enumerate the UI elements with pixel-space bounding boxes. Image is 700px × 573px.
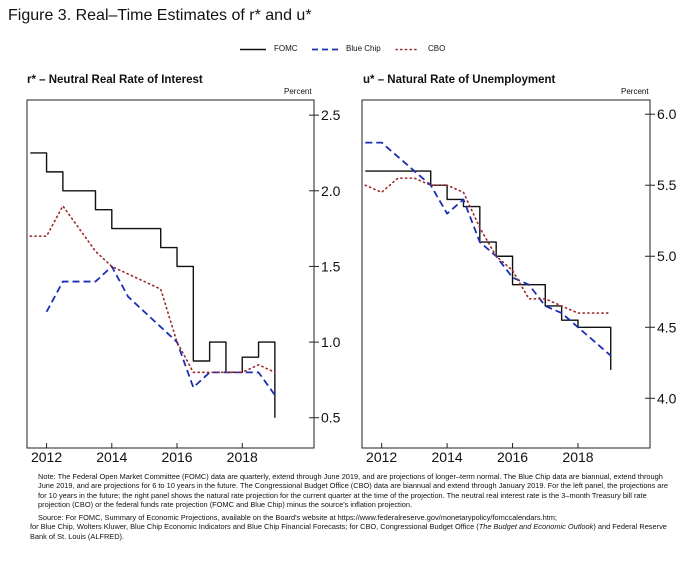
r-star-ytick-label: 2.5 [321,107,341,123]
left-panel-unit: Percent [284,87,312,96]
u-star-series-cbo [364,177,612,314]
legend-label-cbo: CBO [428,44,446,53]
legend: FOMC Blue Chip CBO [240,42,470,58]
u-star-xtick-label: 2014 [432,449,463,465]
figure-title: Figure 3. Real–Time Estimates of r* and … [8,7,312,24]
legend-swatch-fomc [240,48,266,51]
r-star-xtick-label: 2016 [161,449,192,465]
u-star-xtick-label: 2012 [366,449,397,465]
u-star-ytick-label: 5.0 [657,248,677,264]
r-star-series-fomc [30,152,276,418]
u-star-ytick-label: 5.5 [657,177,677,193]
r-star-xtick-label: 2018 [227,449,258,465]
left-panel-title: r* – Neutral Real Rate of Interest [27,74,203,86]
r-star-ytick-label: 1.0 [321,334,341,350]
legend-swatch-cbo [395,48,419,51]
source-text-1: Source: For FOMC, Summary of Economic Pr… [38,513,557,523]
source-line-1: Source: For FOMC, Summary of Economic Pr… [30,513,670,522]
u-star-xtick-label: 2016 [497,449,528,465]
r-star-plot-frame [26,99,315,449]
r-star-series-cbo [29,205,276,374]
legend-swatch-blue-chip [312,48,338,51]
r-star-ytick-label: 0.5 [321,410,341,426]
r-star-xtick-label: 2014 [96,449,127,465]
right-panel-unit: Percent [621,87,649,96]
u-star-ytick-label: 6.0 [657,106,677,122]
u-star-series-blue-chip [365,141,612,357]
notes-block: Note: The Federal Open Market Committee … [30,472,670,545]
u-star-series-fomc [365,170,612,370]
r-star-ytick-label: 2.0 [321,183,341,199]
source-line-2: for Blue Chip, Wolters Kluwer, Blue Chip… [30,522,670,541]
r-star-ytick-label: 1.5 [321,258,341,274]
note-text: Note: The Federal Open Market Committee … [38,472,668,509]
legend-label-fomc: FOMC [274,44,298,53]
r-star-xtick-label: 2012 [31,449,62,465]
u-star-plot-frame [361,99,651,449]
source-text-2b: ) and Federal Reserve Bank of St. Louis … [30,522,667,541]
source-italic-title: The Budget and Economic Outlook [478,522,594,532]
source-text-2a: for Blue Chip, Wolters Kluwer, Blue Chip… [30,522,479,532]
u-star-ytick-label: 4.5 [657,319,677,335]
u-star-ytick-label: 4.0 [657,390,677,406]
right-panel-title: u* – Natural Rate of Unemployment [363,74,556,86]
legend-label-blue-chip: Blue Chip [346,44,381,53]
u-star-xtick-label: 2018 [562,449,593,465]
